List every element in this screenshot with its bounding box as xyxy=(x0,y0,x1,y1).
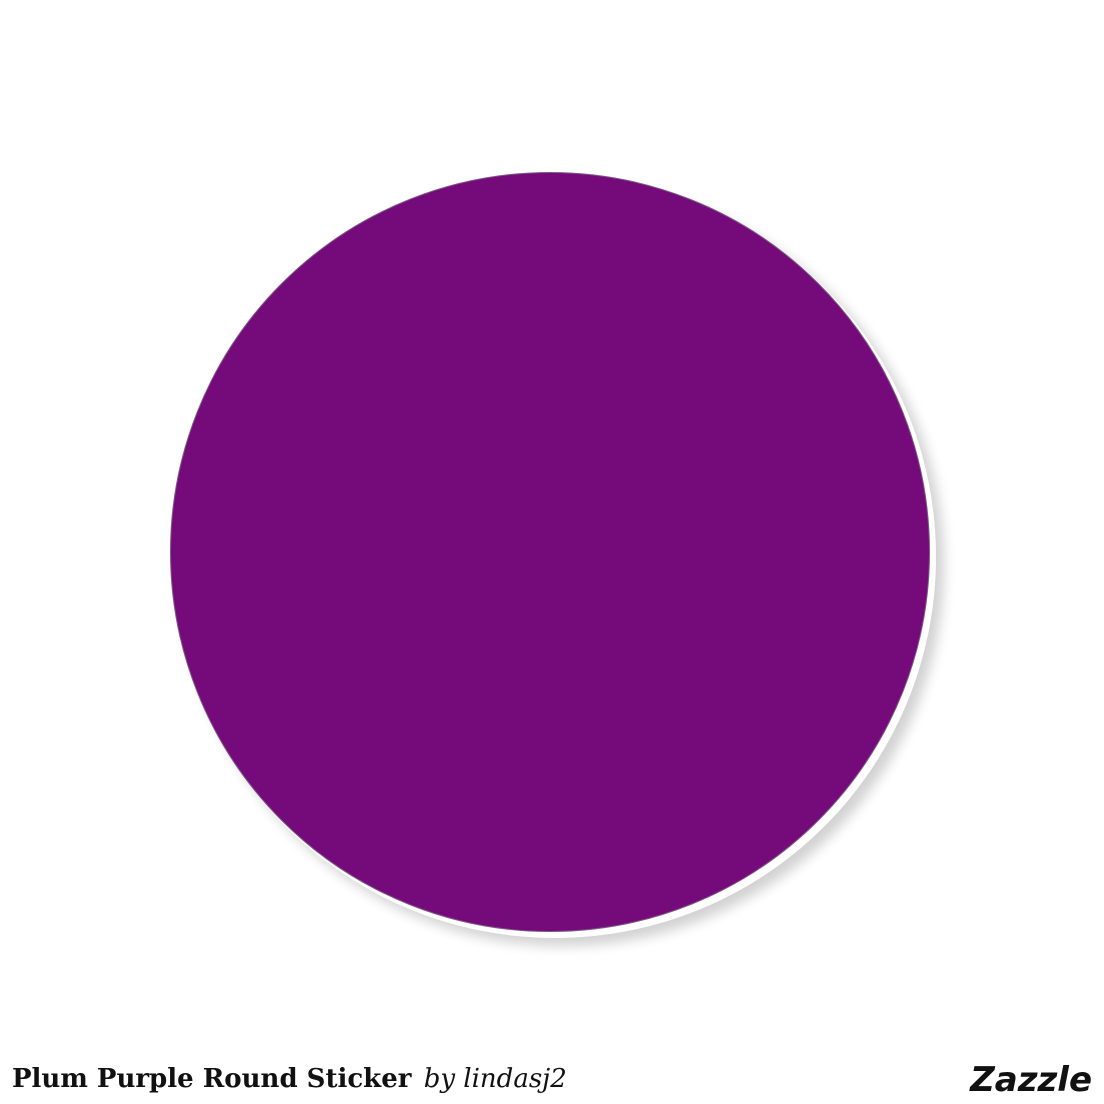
designer-byline: by lindasj2 xyxy=(423,1064,567,1094)
zazzle-logo: Zazzle xyxy=(970,1060,1092,1100)
product-caption: Plum Purple Round Sticker by lindasj2 xyxy=(12,1064,567,1094)
caption-bar: Plum Purple Round Sticker by lindasj2 Za… xyxy=(0,1046,1104,1104)
product-title: Plum Purple Round Sticker xyxy=(12,1064,412,1094)
product-image xyxy=(170,172,930,932)
round-sticker xyxy=(170,172,930,932)
